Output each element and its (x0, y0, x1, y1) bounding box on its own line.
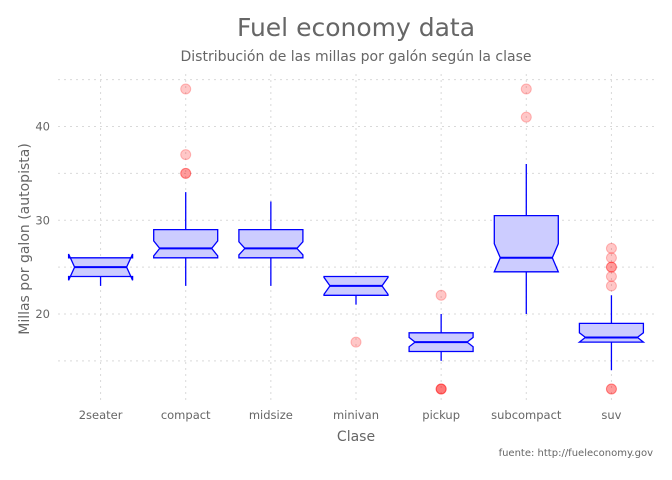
box-compact (153, 83, 219, 286)
box-suv (577, 242, 646, 395)
outlier-point (435, 383, 447, 395)
box-midsize (238, 201, 304, 286)
outlier-point (605, 242, 617, 254)
x-axis-title: Clase (337, 429, 375, 445)
chart-subtitle: Distribución de las millas por galón seg… (180, 49, 531, 65)
outlier-point (605, 261, 617, 273)
outlier-point (180, 167, 192, 179)
y-axis-ticks: 20 30 40 (35, 120, 50, 322)
outlier-point (605, 383, 617, 395)
box-plots (67, 83, 646, 395)
outlier-point (605, 271, 617, 282)
box (577, 322, 646, 343)
grid-lines (58, 74, 654, 404)
outlier-point (520, 83, 532, 95)
outlier-point (605, 383, 617, 395)
box-pickup (408, 289, 474, 395)
x-tick-label: minivan (333, 408, 379, 422)
box (153, 228, 219, 259)
box-2seater (67, 253, 134, 286)
source-caption: fuente: http://fueleconomy.gov (499, 448, 653, 459)
box-minivan (323, 275, 389, 348)
outlier-point (180, 83, 192, 95)
outlier-point (605, 261, 617, 273)
x-tick-label: compact (161, 408, 211, 422)
outlier-point (435, 383, 447, 395)
y-tick-label: 30 (35, 213, 50, 227)
y-tick-label: 20 (35, 307, 50, 321)
x-tick-label: subcompact (491, 408, 562, 422)
outlier-point (520, 111, 532, 123)
outlier-point (180, 149, 192, 161)
box-subcompact (493, 83, 560, 314)
outlier-point (435, 383, 447, 395)
y-tick-label: 40 (35, 120, 50, 134)
outlier-point (605, 252, 617, 264)
x-tick-label: 2seater (79, 408, 123, 422)
x-axis-ticks: 2seater compact midsize minivan pickup subcom… (79, 408, 622, 422)
x-tick-label: pickup (422, 408, 460, 422)
x-tick-label: midsize (249, 408, 293, 422)
outlier-point (605, 280, 617, 292)
box (238, 228, 304, 259)
x-tick-label: suv (601, 408, 621, 422)
y-axis-title: Millas por galon (autopista) (17, 143, 33, 335)
outlier-point (435, 289, 447, 301)
box (493, 214, 560, 273)
outlier-point (350, 336, 362, 348)
chart-title: Fuel economy data (237, 13, 475, 42)
outlier-point (180, 167, 192, 179)
